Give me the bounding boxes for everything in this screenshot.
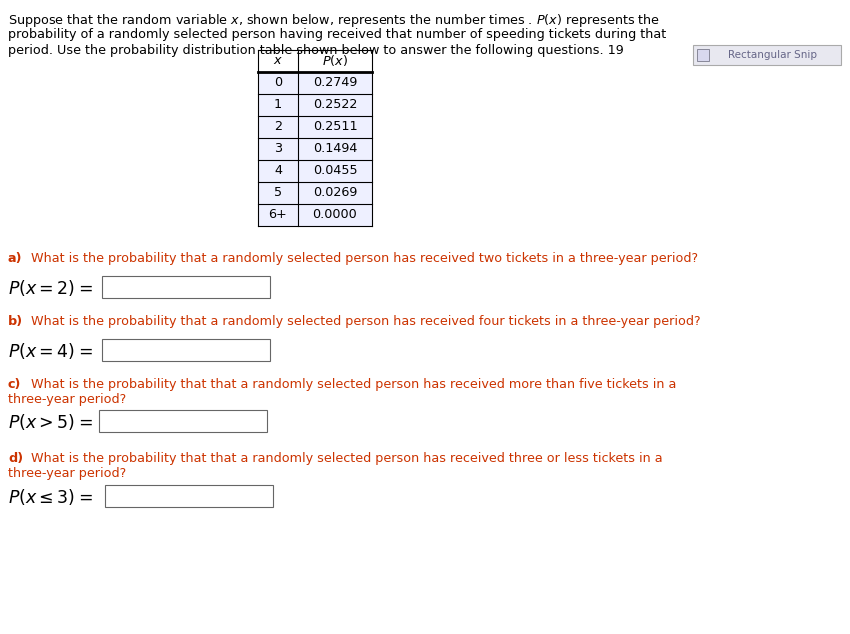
Text: 4: 4 [274,164,282,178]
Text: a): a) [8,252,22,265]
Text: $P(x > 5) =$: $P(x > 5) =$ [8,412,93,432]
Text: 2: 2 [274,120,282,134]
Text: Suppose that the random variable $x$, shown below, represents the number times .: Suppose that the random variable $x$, sh… [8,12,660,29]
Text: $P(x = 2) =$: $P(x = 2) =$ [8,278,93,298]
Text: 1: 1 [274,98,282,112]
Bar [99,410,267,432]
Text: $P(x \leq 3) =$: $P(x \leq 3) =$ [8,487,93,507]
Text: b): b) [8,315,23,328]
Text: 0.0000: 0.0000 [313,209,357,221]
Text: 0.1494: 0.1494 [313,143,357,155]
Bar [258,94,372,116]
Text: 0.2749: 0.2749 [313,77,357,89]
Text: 6+: 6+ [269,209,287,221]
Text: $x$: $x$ [273,55,283,67]
Text: probability of a randomly selected person having received that number of speedin: probability of a randomly selected perso… [8,28,666,41]
Bar [102,276,270,298]
Text: 0.0269: 0.0269 [313,186,357,200]
Bar [258,138,372,160]
Text: period. Use the probability distribution table shown below to answer the followi: period. Use the probability distribution… [8,44,624,57]
Text: 0.2522: 0.2522 [313,98,357,112]
Text: 3: 3 [274,143,282,155]
Text: 5: 5 [274,186,282,200]
Bar [258,160,372,182]
Text: What is the probability that a randomly selected person has received four ticket: What is the probability that a randomly … [27,315,700,328]
Bar [258,182,372,204]
Bar [258,72,372,94]
Bar [258,116,372,138]
Bar [102,339,270,361]
Bar [105,485,273,507]
Text: What is the probability that that a randomly selected person has received three : What is the probability that that a rand… [27,452,663,465]
Text: What is the probability that that a randomly selected person has received more t: What is the probability that that a rand… [27,378,677,391]
Text: c): c) [8,378,21,391]
Text: $P(x = 4) =$: $P(x = 4) =$ [8,341,93,361]
Text: $P(x)$: $P(x)$ [322,53,348,68]
Bar [697,49,709,61]
Text: three-year period?: three-year period? [8,467,127,480]
Bar [693,45,841,65]
Text: d): d) [8,452,23,465]
Text: three-year period?: three-year period? [8,393,127,406]
Bar [258,204,372,226]
Text: What is the probability that a randomly selected person has received two tickets: What is the probability that a randomly … [27,252,698,265]
Text: Rectangular Snip: Rectangular Snip [728,50,818,60]
Text: 0.2511: 0.2511 [313,120,357,134]
Text: 0: 0 [274,77,282,89]
Bar [258,50,372,72]
Text: 0.0455: 0.0455 [313,164,357,178]
